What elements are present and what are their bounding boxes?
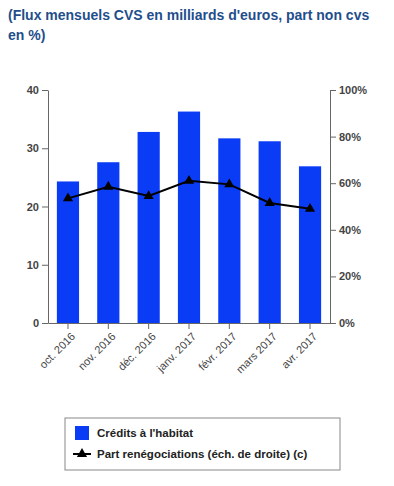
axis-line (48, 91, 49, 324)
tick: 100% (330, 84, 367, 96)
tick: oct. 2016 (37, 323, 77, 371)
y-axis: 0 10 20 30 40 (27, 84, 49, 329)
tick-label: 60% (339, 177, 361, 189)
marker (265, 197, 275, 206)
tick-mark (67, 323, 68, 329)
tick-mark (42, 323, 48, 324)
tick: déc. 2016 (115, 323, 158, 373)
tick-mark (42, 207, 48, 208)
tick-mark (330, 183, 336, 184)
bar (178, 112, 200, 323)
tick-mark (42, 90, 48, 91)
tick-label: mars 2017 (234, 330, 279, 375)
tick-mark (330, 323, 336, 324)
tick-mark (269, 323, 270, 329)
tick: 30 (27, 142, 48, 154)
tick: avr. 2017 (279, 323, 319, 371)
bar (97, 162, 119, 323)
tick-label: 20 (27, 201, 39, 213)
legend-label: Crédits à l'habitat (97, 427, 193, 439)
marker (184, 175, 194, 184)
legend-swatch (75, 426, 89, 440)
tick: 80% (330, 131, 361, 143)
tick-label: 20% (339, 270, 361, 282)
tick: 40 (27, 84, 48, 96)
tick-mark (330, 230, 336, 231)
title: (Flux mensuels CVS en milliards d'euros,… (8, 7, 369, 43)
tick: janv. 2017 (154, 323, 199, 375)
tick-mark (148, 323, 149, 329)
tick-mark (189, 323, 190, 329)
y2-axis: 0% 20% 40% 60% 80% 100% (330, 84, 367, 329)
marker (103, 181, 113, 190)
tick: nov. 2016 (76, 323, 118, 372)
chart: (Flux mensuels CVS en milliards d'euros,… (0, 0, 394, 486)
tick: 10 (27, 259, 48, 271)
tick-label: 40 (27, 84, 39, 96)
tick-label: févr. 2017 (196, 330, 239, 373)
tick-mark (42, 265, 48, 266)
tick-label: déc. 2016 (115, 330, 158, 373)
tick-mark (330, 90, 336, 91)
marker (63, 192, 73, 201)
tick-label: 0% (339, 317, 355, 329)
marker (144, 190, 154, 199)
bar (218, 138, 240, 323)
tick: 40% (330, 224, 361, 236)
tick-label: 80% (339, 131, 361, 143)
tick: 0 (33, 317, 48, 329)
tick-mark (42, 148, 48, 149)
tick: 20% (330, 270, 361, 282)
bar (299, 166, 321, 323)
marker (305, 203, 315, 212)
bar (259, 141, 281, 323)
tick-label: 10 (27, 259, 39, 271)
tick-mark (330, 276, 336, 277)
tick-mark (330, 137, 336, 138)
bar (57, 181, 79, 323)
tick: mars 2017 (234, 323, 279, 375)
bar (138, 132, 160, 323)
tick-label: 40% (339, 224, 361, 236)
tick-label: 30 (27, 142, 39, 154)
marks (57, 112, 321, 323)
legend-marker (77, 448, 87, 457)
tick-label: avr. 2017 (279, 330, 319, 370)
marker (224, 178, 234, 187)
tick-mark (108, 323, 109, 329)
tick-mark (310, 323, 311, 329)
tick-mark (229, 323, 230, 329)
legend-label: Part renégociations (éch. de droite) (c) (97, 448, 307, 460)
tick-label: nov. 2016 (76, 330, 118, 372)
tick: févr. 2017 (196, 323, 239, 373)
tick-label: 0 (33, 317, 39, 329)
tick: 0% (330, 317, 355, 329)
axis-line (330, 91, 331, 324)
legend-box (65, 418, 340, 470)
tick: 60% (330, 177, 361, 189)
tick-label: oct. 2016 (37, 330, 77, 370)
plot: 0 10 20 30 40 0% 20% 40% 60% 80% 100% oct. 2016nov.… (27, 84, 368, 375)
tick-label: 100% (339, 84, 367, 96)
legend: Crédits à l'habitat Part renégociations (… (65, 418, 340, 470)
x-axis: oct. 2016nov. 2016déc. 2016janv. 2017fév… (37, 323, 331, 375)
line (68, 181, 310, 209)
tick: 20 (27, 201, 48, 213)
tick-label: janv. 2017 (154, 330, 199, 375)
